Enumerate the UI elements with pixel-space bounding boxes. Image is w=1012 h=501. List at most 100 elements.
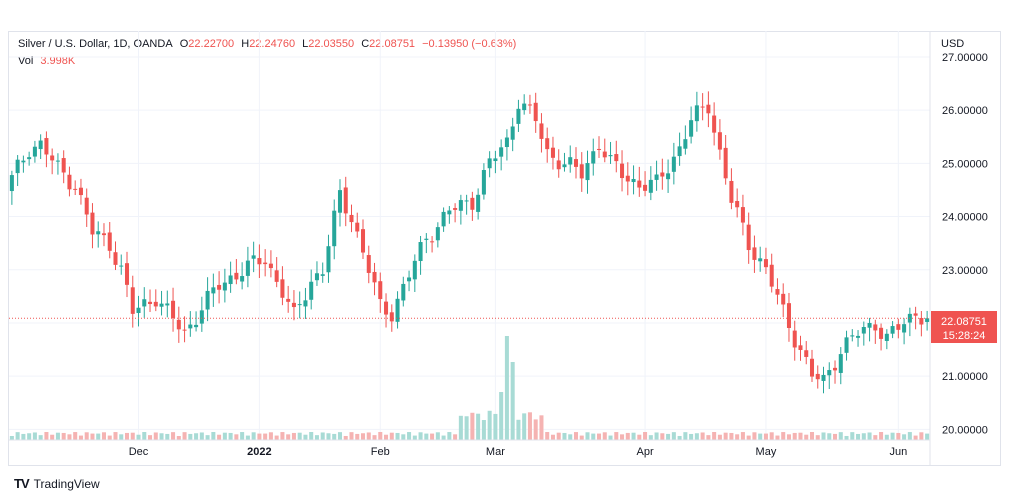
volume-bar	[464, 416, 469, 440]
volume-bar	[372, 435, 377, 440]
change-value: −0.13950 (−0.63%)	[422, 38, 517, 50]
candle-body	[245, 260, 250, 276]
candle-body	[349, 214, 354, 223]
candle-body	[804, 350, 809, 357]
candle-body	[786, 303, 791, 328]
volume-bar	[412, 435, 417, 440]
volume-bar	[182, 432, 187, 440]
volume-bar	[159, 433, 164, 440]
volume-bar	[314, 435, 319, 440]
candle-body	[222, 282, 227, 291]
volume-bar	[188, 433, 193, 440]
candle-body	[654, 174, 659, 180]
candle-body	[464, 200, 469, 202]
candle-body	[44, 138, 49, 155]
tradingview-logo-icon: TV	[14, 476, 30, 491]
volume-bar	[441, 435, 446, 440]
volume-label[interactable]: Vol	[18, 55, 34, 67]
volume-bar	[683, 432, 688, 440]
candle-body	[758, 258, 763, 262]
candle-body	[153, 301, 158, 307]
candle-body	[902, 324, 907, 333]
volume-bar	[205, 435, 210, 440]
candle-body	[838, 354, 843, 373]
volume-bar	[758, 433, 763, 440]
volume-bar	[844, 435, 849, 440]
volume-bar	[401, 434, 406, 440]
currency-label: USD	[941, 38, 965, 50]
volume-bar	[648, 435, 653, 440]
candle-body	[821, 374, 826, 381]
volume-bar	[286, 434, 291, 440]
candle-body	[533, 102, 538, 122]
grid-lines	[9, 31, 930, 440]
candle-body	[856, 335, 861, 338]
candle-body	[297, 304, 302, 306]
volume-bar	[775, 435, 780, 440]
candle-body	[591, 151, 596, 164]
volume-bar	[493, 413, 498, 440]
volume-bar	[706, 435, 711, 440]
candle-body	[355, 222, 360, 232]
volume-bar	[171, 432, 176, 440]
tradingview-brand[interactable]: TV TradingView	[14, 476, 100, 491]
volume-bar	[113, 432, 118, 440]
volume-bar	[107, 435, 112, 440]
volume-bar	[786, 434, 791, 440]
volume-bar	[297, 432, 302, 440]
candle-body	[337, 190, 342, 213]
volume-bar	[522, 413, 527, 440]
volume-bar	[545, 432, 550, 440]
candle-body	[775, 289, 780, 295]
x-tick-label: Mar	[486, 446, 505, 458]
volume-bar	[222, 432, 227, 440]
volume-bar	[176, 435, 181, 440]
volume-bar	[84, 432, 89, 440]
volume-bar	[291, 432, 296, 440]
candle-body	[171, 300, 176, 319]
volume-bar	[320, 432, 325, 440]
volume-bar	[245, 435, 250, 440]
volume-bar	[384, 434, 389, 440]
candle-body	[769, 264, 774, 287]
candle-body	[861, 327, 866, 334]
candle-body	[637, 180, 642, 188]
candle-body	[435, 227, 440, 241]
candle-body	[717, 132, 722, 150]
close-label: C	[361, 38, 370, 50]
volume-bar	[355, 433, 360, 440]
volume-bar	[119, 434, 124, 440]
candle-body	[873, 324, 878, 331]
volume-bar	[67, 434, 72, 440]
candle-body	[568, 157, 573, 165]
candle-body	[666, 173, 671, 180]
open-label: O	[179, 38, 189, 50]
volume-bar	[504, 336, 509, 440]
candle-body	[487, 158, 492, 169]
candle-body	[850, 335, 855, 337]
candle-body	[309, 281, 314, 300]
candle-body	[648, 179, 653, 193]
volume-bar	[660, 433, 665, 440]
volume-bar	[815, 435, 820, 440]
x-tick-label: Apr	[637, 446, 654, 458]
y-tick-label: 20.00000	[942, 424, 988, 436]
volume-bar	[907, 432, 912, 440]
volume-bar	[723, 432, 728, 440]
volume-bar	[395, 432, 400, 440]
volume-bar	[637, 434, 642, 440]
candle-body	[96, 231, 101, 235]
volume-bar	[389, 432, 394, 440]
y-tick-label: 24.00000	[942, 212, 988, 224]
volume-bar	[781, 432, 786, 440]
candle-body	[78, 187, 83, 196]
symbol-title[interactable]: Silver / U.S. Dollar, 1D, OANDA	[18, 38, 173, 50]
candle-body	[510, 126, 515, 140]
x-tick-label: May	[756, 446, 777, 458]
low-value: 22.03550	[308, 38, 355, 50]
volume-bar	[717, 434, 722, 440]
y-tick-label: 25.00000	[942, 158, 988, 170]
candle-body	[867, 322, 872, 328]
candle-body	[827, 370, 832, 376]
